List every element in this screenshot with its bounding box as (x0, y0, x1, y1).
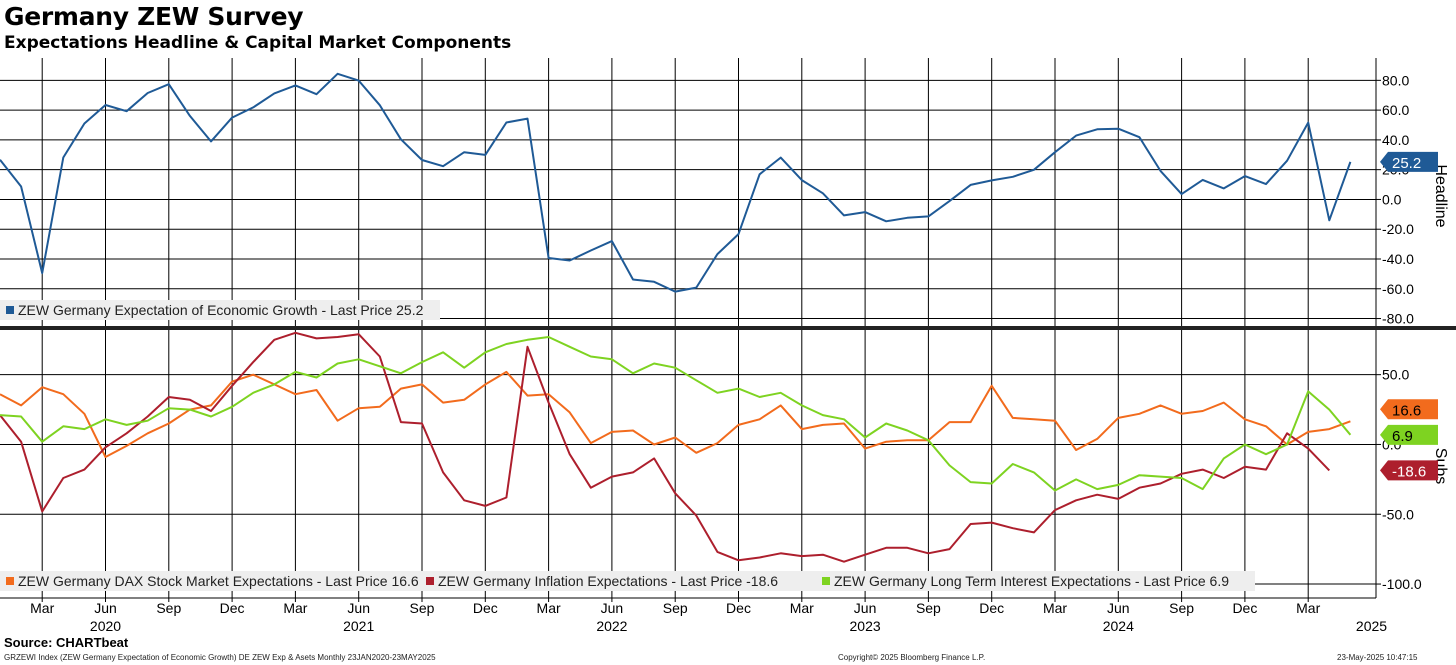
year-label: 2022 (596, 618, 627, 634)
x-tick-label: Mar (283, 600, 307, 616)
headline-axis-title: Headline (1432, 164, 1449, 227)
x-tick-label: Jun (854, 600, 877, 616)
legend-entry: ZEW Germany Inflation Expectations - Las… (438, 573, 778, 589)
x-tick-label: Sep (916, 600, 941, 616)
x-tick-label: Dec (1232, 600, 1257, 616)
x-tick-label: Mar (1043, 600, 1067, 616)
x-tick-label: Dec (473, 600, 498, 616)
footer-copyright: Copyright© 2025 Bloomberg Finance L.P. (838, 653, 986, 662)
panel-separator (0, 326, 1456, 330)
headline-y-tick-label: -40.0 (1382, 251, 1414, 267)
x-tick-label: Dec (979, 600, 1004, 616)
inflation-last-price-tag: -18.6 (1392, 463, 1426, 480)
x-tick-label: Mar (790, 600, 814, 616)
x-tick-label: Sep (663, 600, 688, 616)
source-note: Source: CHARTbeat (4, 635, 129, 650)
rates-last-price-tag-bg (1380, 424, 1438, 445)
x-tick-label: Sep (1169, 600, 1194, 616)
footer-index-note: GRZEWI Index (ZEW Germany Expectation of… (4, 653, 436, 662)
inflation-series-line (0, 331, 1331, 563)
legend-entry: ZEW Germany Expectation of Economic Grow… (18, 302, 424, 318)
headline-y-tick-label: 0.0 (1382, 191, 1402, 207)
footer-timestamp: 23-May-2025 10:47:15 (1337, 653, 1418, 662)
chart-title: Germany ZEW Survey (4, 2, 304, 31)
rates-series-line (0, 336, 1352, 492)
headline-y-tick-label: 40.0 (1382, 132, 1409, 148)
subs-y-tick-label: -100.0 (1382, 576, 1422, 592)
dax-last-price-tag-bg (1380, 399, 1438, 420)
x-tick-label: Mar (30, 600, 54, 616)
year-label: 2023 (850, 618, 881, 634)
headline-last-price-tag: 25.2 (1392, 155, 1421, 172)
headline-last-price-tag-bg (1380, 151, 1438, 172)
x-tick-label: Jun (94, 600, 117, 616)
legend-box (0, 571, 1255, 591)
headline-y-tick-label: -80.0 (1382, 311, 1414, 327)
year-label: 2020 (90, 618, 121, 634)
headline-series-line (0, 72, 1352, 293)
headline-y-tick-label: -60.0 (1382, 281, 1414, 297)
legend-entry: ZEW Germany DAX Stock Market Expectation… (18, 573, 419, 589)
headline-y-tick-label: 60.0 (1382, 102, 1409, 118)
dax-series-line (0, 370, 1351, 458)
legend-entry: ZEW Germany Long Term Interest Expectati… (834, 573, 1229, 589)
headline-y-tick-label: -20.0 (1382, 221, 1414, 237)
x-tick-label: Sep (410, 600, 435, 616)
x-tick-label: Dec (220, 600, 245, 616)
legend-swatch (822, 577, 830, 585)
headline-y-tick-label: 80.0 (1382, 72, 1409, 88)
subs-y-tick-label: -50.0 (1382, 506, 1414, 522)
x-tick-label: Mar (1296, 600, 1320, 616)
rates-last-price-tag: 6.9 (1392, 428, 1413, 445)
x-tick-label: Mar (537, 600, 561, 616)
x-tick-label: Jun (1107, 600, 1130, 616)
chart-subtitle: Expectations Headline & Capital Market C… (4, 33, 512, 53)
inflation-last-price-tag-bg (1380, 460, 1438, 481)
year-label: 2024 (1103, 618, 1134, 634)
legend-swatch (6, 306, 14, 314)
legend-swatch (426, 577, 434, 585)
year-label: 2021 (343, 618, 374, 634)
x-tick-label: Jun (347, 600, 370, 616)
dax-last-price-tag: 16.6 (1392, 402, 1421, 419)
x-tick-label: Sep (156, 600, 181, 616)
legend-swatch (6, 577, 14, 585)
x-tick-label: Dec (726, 600, 751, 616)
x-tick-label: Jun (601, 600, 624, 616)
subs-y-tick-label: 50.0 (1382, 367, 1409, 383)
legend-box (0, 300, 440, 320)
year-label: 2025 (1356, 618, 1387, 634)
